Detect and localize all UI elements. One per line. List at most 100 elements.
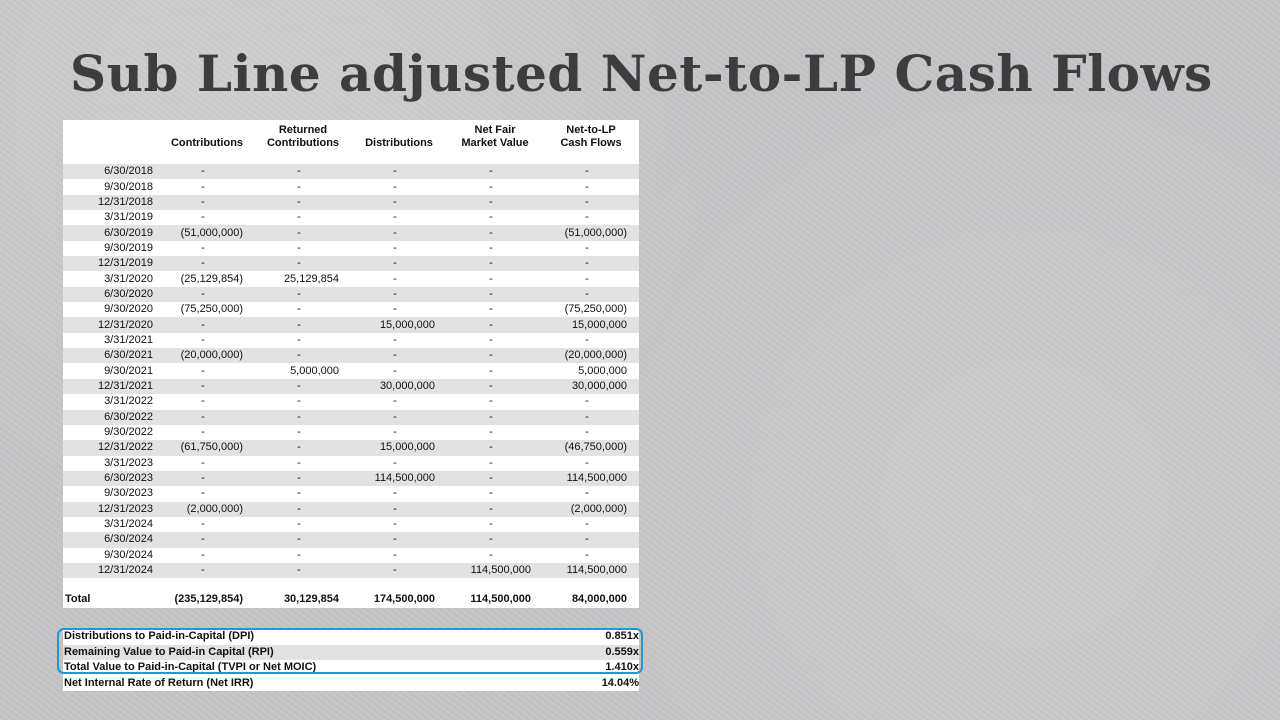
value-cell: - [159, 164, 255, 180]
value-cell: - [255, 547, 351, 563]
value-cell: - [351, 271, 447, 287]
value-cell: - [351, 516, 447, 533]
date-cell: 9/30/2018 [63, 179, 159, 195]
value-cell: - [543, 394, 639, 410]
value-cell: - [159, 332, 255, 349]
value-cell: - [543, 516, 639, 533]
value-cell: (25,129,854) [159, 271, 255, 287]
value-cell: 114,500,000 [543, 470, 639, 487]
table-row: 3/31/2021- - - - - [63, 332, 639, 349]
table-row: 9/30/2020 (75,250,000) - - - (75,250,000) [63, 302, 639, 318]
total-value: (235,129,854) [159, 591, 255, 609]
value-cell: - [255, 424, 351, 441]
spacer-row [63, 578, 639, 592]
date-cell: 12/31/2020 [63, 317, 159, 333]
table-row: 6/30/2023- -114,500,000-114,500,000 [63, 470, 639, 487]
value-cell: - [447, 516, 543, 533]
date-cell: 12/31/2023 [63, 501, 159, 517]
column-header: Distributions [351, 120, 447, 151]
value-cell: (46,750,000) [543, 440, 639, 456]
table-row: 6/30/2019 (51,000,000) - - - (51,000,000) [63, 225, 639, 241]
value-cell: - [351, 225, 447, 241]
value-cell: - [351, 164, 447, 180]
date-cell: 12/31/2019 [63, 256, 159, 272]
value-cell: - [255, 516, 351, 533]
table-row: 6/30/2020- - - - - [63, 286, 639, 303]
value-cell: - [543, 424, 639, 441]
value-cell: 30,000,000 [543, 378, 639, 395]
value-cell: - [255, 532, 351, 548]
value-cell: - [255, 210, 351, 226]
date-cell: 6/30/2022 [63, 409, 159, 425]
value-cell: - [447, 532, 543, 548]
column-header: Contributions [159, 120, 255, 151]
value-cell: - [543, 256, 639, 272]
value-cell: - [255, 194, 351, 211]
table-row: 3/31/2019- - - - - [63, 210, 639, 226]
table-row: 12/31/2023 (2,000,000) - - - (2,000,000) [63, 501, 639, 517]
value-cell: (2,000,000) [159, 501, 255, 517]
column-header: Net-to-LP Cash Flows [543, 120, 639, 151]
table-row: 6/30/2022- - - - - [63, 409, 639, 425]
value-cell: - [255, 317, 351, 333]
value-cell: - [159, 256, 255, 272]
value-cell: - [447, 363, 543, 379]
metric-value: 1.410x [605, 661, 639, 673]
value-cell: - [543, 179, 639, 195]
total-row: Total (235,129,854) 30,129,854 174,500,000 1… [63, 591, 639, 609]
value-cell: (20,000,000) [159, 348, 255, 364]
value-cell: - [351, 455, 447, 471]
value-cell: - [447, 194, 543, 211]
value-cell: 114,500,000 [543, 562, 639, 579]
value-cell: - [543, 240, 639, 257]
value-cell: - [351, 363, 447, 379]
value-cell: - [351, 547, 447, 563]
table-row: 6/30/2021 (20,000,000) - - - (20,000,000) [63, 348, 639, 364]
table-row: 9/30/2021-5,000,000- -5,000,000 [63, 363, 639, 379]
value-cell: (51,000,000) [159, 225, 255, 241]
date-cell: 12/31/2018 [63, 194, 159, 211]
metric-row: Remaining Value to Paid-in Capital (RPI)… [63, 644, 639, 660]
value-cell: - [543, 210, 639, 226]
value-cell: - [159, 470, 255, 487]
table-row: 12/31/2021- -30,000,000-30,000,000 [63, 378, 639, 395]
value-cell: (2,000,000) [543, 501, 639, 517]
metric-row: Net Internal Rate of Return (Net IRR) 14.… [63, 675, 639, 691]
total-value: 30,129,854 [255, 591, 351, 609]
date-cell: 12/31/2024 [63, 562, 159, 579]
value-cell: - [159, 363, 255, 379]
value-cell: - [159, 286, 255, 303]
return-metrics: Distributions to Paid-in-Capital (DPI) 0.… [63, 629, 639, 691]
value-cell: (51,000,000) [543, 225, 639, 241]
value-cell: - [447, 256, 543, 272]
value-cell: - [255, 256, 351, 272]
table-row: 9/30/2022- - - - - [63, 424, 639, 441]
value-cell: - [543, 164, 639, 180]
table-row: 3/31/2023- - - - - [63, 455, 639, 471]
value-cell: - [159, 240, 255, 257]
value-cell: - [447, 210, 543, 226]
value-cell: - [543, 286, 639, 303]
value-cell: - [255, 348, 351, 364]
date-cell: 6/30/2021 [63, 348, 159, 364]
value-cell: - [159, 562, 255, 579]
value-cell: - [255, 409, 351, 425]
metric-value: 14.04% [601, 676, 639, 689]
total-label: Total [63, 591, 159, 609]
table-row: 9/30/2023- - - - - [63, 486, 639, 502]
value-cell: (20,000,000) [543, 348, 639, 364]
date-cell: 9/30/2020 [63, 302, 159, 318]
table-body: 6/30/2018- - - - -9/30/2018- - - - -12/31/2018- -… [63, 151, 639, 609]
value-cell: - [351, 302, 447, 318]
date-cell: 6/30/2023 [63, 470, 159, 487]
value-cell: - [351, 286, 447, 303]
date-cell: 3/31/2019 [63, 210, 159, 226]
table-row: 12/31/2018- - - - - [63, 194, 639, 211]
date-cell: 3/31/2021 [63, 332, 159, 349]
value-cell: - [447, 332, 543, 349]
value-cell: - [255, 378, 351, 395]
date-cell: 9/30/2024 [63, 547, 159, 563]
value-cell: - [351, 210, 447, 226]
table-row: 12/31/2022 (61,750,000) -15,000,000- (46,75… [63, 440, 639, 456]
cash-flow-table: Contributions Returned Contributions Distri… [63, 120, 639, 609]
